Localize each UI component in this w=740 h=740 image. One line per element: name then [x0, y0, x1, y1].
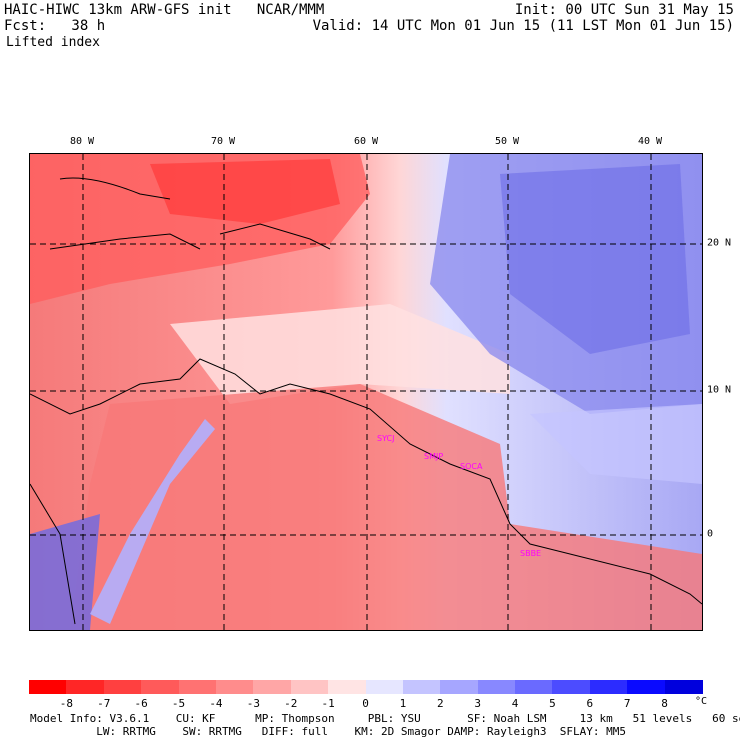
model-title: HAIC-HIWC 13km ARW-GFS init NCAR/MMM — [4, 2, 325, 18]
colorbar-cell — [627, 680, 666, 694]
colorbar-tick-label: 7 — [623, 697, 631, 710]
colorbar-cell — [141, 680, 180, 694]
forecast-hour: Fcst: 38 h — [4, 18, 106, 34]
colorbar-cell — [215, 680, 254, 694]
lat-lon-grid — [30, 154, 702, 630]
cool-region-pacific — [30, 514, 100, 630]
valid-time: Valid: 14 UTC Mon 01 Jun 15 (11 LST Mon … — [312, 18, 734, 34]
map-canvas: SYCJ SMJP SOCA SBBE — [30, 154, 702, 630]
colorbar-cell — [664, 680, 703, 694]
colorbar-tick-label: 4 — [511, 697, 519, 710]
colorbar-cell — [477, 680, 516, 694]
colorbar-tick-label: 6 — [586, 697, 594, 710]
lat-label-0: 0 — [707, 528, 714, 540]
lat-label-20n: 20 N — [707, 237, 732, 249]
lon-label-80w: 80 W — [69, 136, 95, 147]
colorbar-tick-label: 1 — [399, 697, 407, 710]
station-sycj: SYCJ — [377, 434, 394, 443]
lon-label-70w: 70 W — [210, 136, 236, 147]
colorbar-tick-label: -4 — [209, 697, 223, 710]
cool-streak-andes — [90, 419, 215, 624]
colorbar-cell — [402, 680, 441, 694]
lon-label-50w: 50 W — [494, 136, 520, 147]
model-info-line2: LW: RRTMG SW: RRTMG DIFF: full KM: 2D Sm… — [30, 725, 627, 738]
lon-label-60w: 60 W — [353, 136, 379, 147]
init-time: Init: 00 UTC Sun 31 May 15 — [514, 2, 734, 18]
warm-region-south-america — [70, 384, 702, 630]
colorbar-tick-label: -5 — [171, 697, 186, 710]
colorbar-cell — [66, 680, 105, 694]
station-soca: SOCA — [460, 462, 483, 471]
colorbar-cell — [440, 680, 479, 694]
colorbar-tick-label: -8 — [59, 697, 73, 710]
colorbar-tick-label: -1 — [321, 697, 335, 710]
colorbar-cell — [328, 680, 367, 694]
colorbar-cell — [253, 680, 292, 694]
colorbar-cell — [552, 680, 591, 694]
colorbar-tick-label: 2 — [436, 697, 444, 710]
model-info-line1: Model Info: V3.6.1 CU: KF MP: Thompson P… — [30, 712, 740, 725]
colorbar-tick-label: -7 — [97, 697, 111, 710]
colorbar-cell — [365, 680, 404, 694]
colorbar-unit: °C — [695, 696, 708, 707]
colorbar-cell — [103, 680, 142, 694]
colorbar-tick-label: -6 — [134, 697, 148, 710]
colorbar-tick-label: 5 — [549, 697, 556, 710]
lon-label-40w: 40 W — [637, 136, 663, 147]
neutral-band — [170, 304, 510, 404]
lifted-index-map[interactable]: SYCJ SMJP SOCA SBBE — [29, 153, 703, 631]
station-sbbe: SBBE — [520, 549, 541, 558]
colorbar-tick-label: -2 — [284, 697, 298, 710]
colorbar-tick-label: -3 — [246, 697, 260, 710]
colorbar-cell — [515, 680, 554, 694]
colorbar-cell — [589, 680, 628, 694]
station-smjp: SMJP — [424, 452, 443, 461]
colorbar-tick-label: 3 — [474, 697, 481, 710]
colorbar — [29, 680, 703, 694]
field-name: Lifted index — [6, 35, 100, 50]
lat-label-10n: 10 N — [707, 384, 732, 396]
colorbar-tick-label: 0 — [362, 697, 369, 710]
warm-core — [150, 159, 340, 224]
colorbar-cell — [29, 680, 67, 694]
cool-core — [500, 164, 690, 354]
colorbar-cell — [178, 680, 217, 694]
cool-region-equator — [530, 404, 702, 484]
colorbar-cell — [290, 680, 329, 694]
colorbar-tick-label: 8 — [661, 697, 668, 710]
